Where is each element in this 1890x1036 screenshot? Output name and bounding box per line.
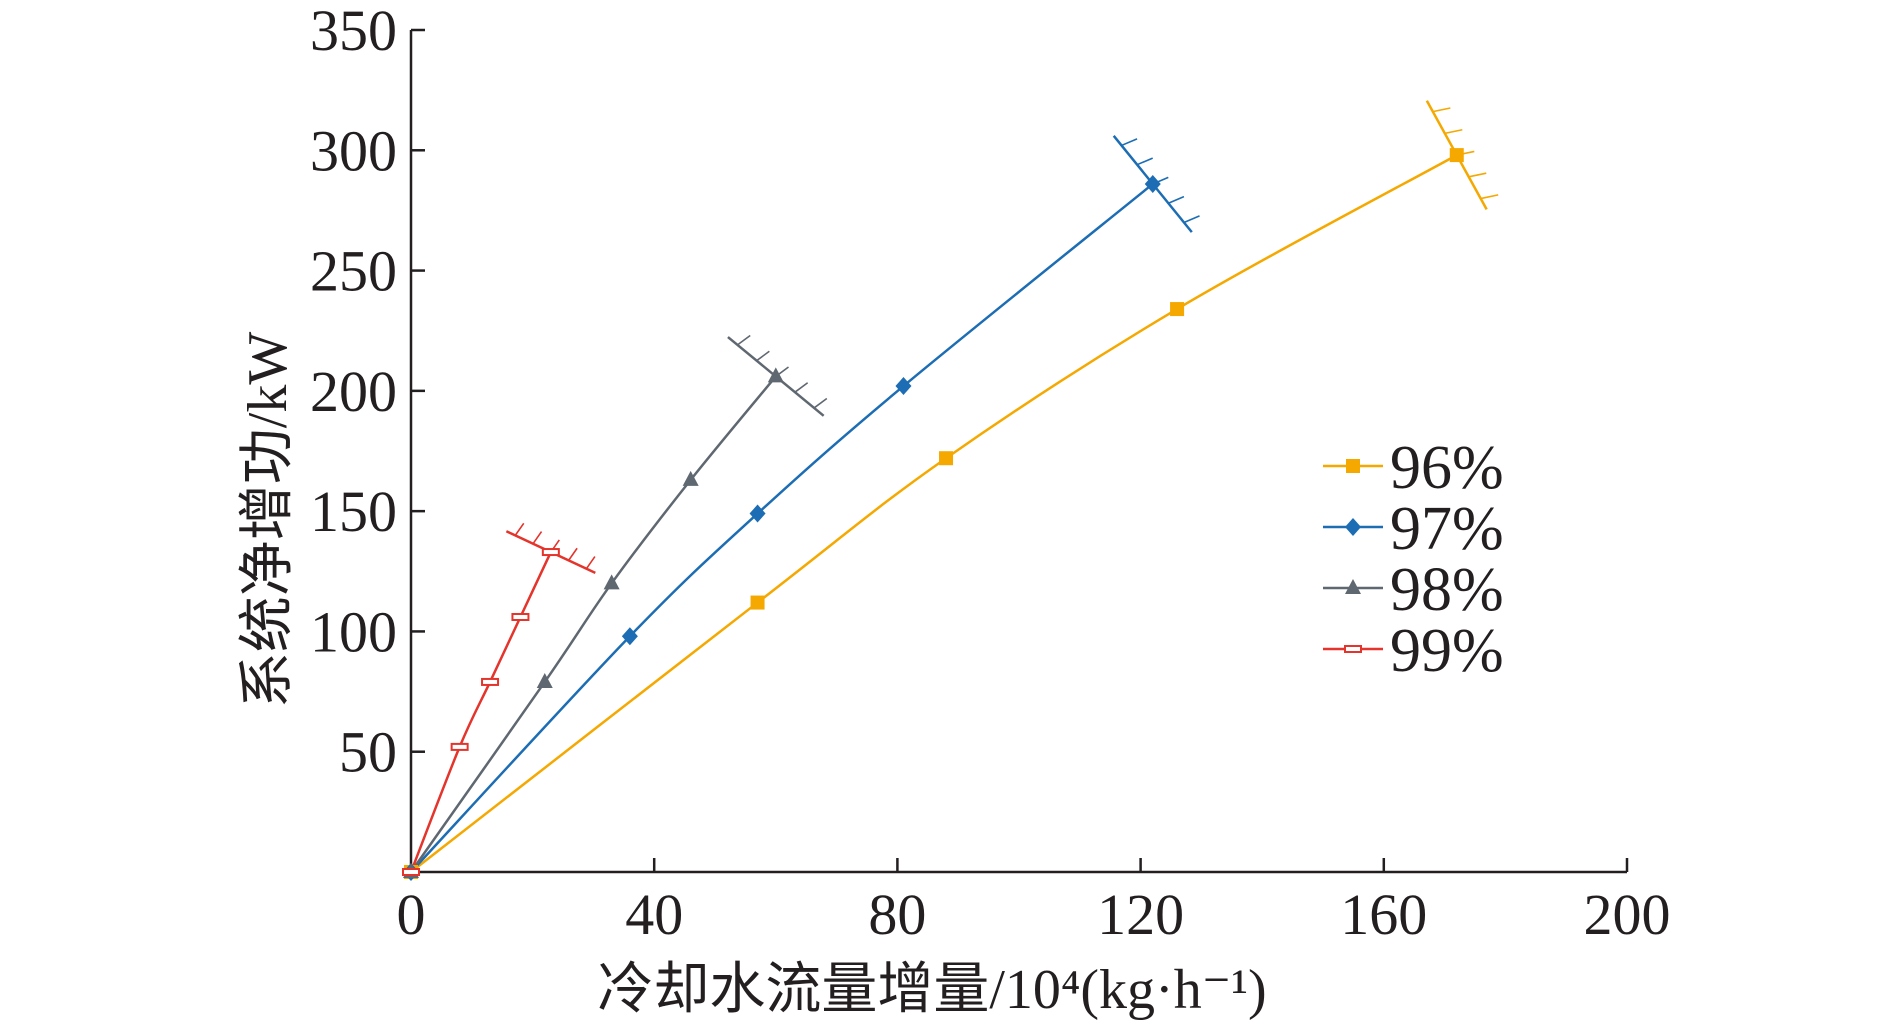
data-point	[895, 377, 912, 396]
y-axis-title: 系统净增功/kW	[237, 332, 299, 709]
series-line	[410, 154, 1458, 873]
data-point	[402, 868, 420, 876]
y-tick-label: 350	[310, 0, 397, 63]
data-point	[939, 451, 954, 466]
data-point	[1345, 518, 1361, 536]
x-tick-label: 200	[1584, 882, 1671, 947]
axes: 0 40 80 120 160 200 50 100 150 200 250 300 350	[310, 0, 1671, 947]
x-tick-label: 120	[1097, 882, 1184, 947]
data-point	[749, 504, 766, 523]
series-lines	[409, 154, 1458, 873]
data-point	[481, 677, 500, 686]
data-point	[682, 470, 699, 486]
data-point	[511, 612, 530, 621]
x-tick-label: 0	[397, 882, 426, 947]
legend-label: 98%	[1390, 556, 1504, 624]
y-tick-label: 150	[310, 479, 397, 544]
legend-item: 98%	[1323, 556, 1504, 624]
legend-item: 97%	[1323, 495, 1504, 563]
data-point	[541, 548, 560, 557]
x-tick-label: 160	[1340, 882, 1427, 947]
data-point	[1144, 174, 1161, 193]
series-line	[409, 375, 777, 873]
data-point	[1346, 459, 1360, 473]
legend-item: 96%	[1323, 434, 1504, 502]
data-point	[603, 574, 620, 590]
y-tick-label: 100	[310, 599, 397, 664]
series-line	[409, 551, 552, 873]
legend-label: 96%	[1390, 434, 1504, 502]
x-tick-label: 40	[625, 882, 683, 947]
data-point	[767, 367, 784, 383]
x-axis-title: 冷却水流量增量/10⁴(kg·h⁻¹)	[597, 959, 1266, 1021]
data-point	[536, 672, 553, 688]
data-point	[750, 595, 765, 610]
y-tick-label: 300	[310, 118, 397, 183]
y-tick-label: 250	[310, 239, 397, 304]
series-markers	[402, 148, 1464, 881]
data-point	[1344, 645, 1362, 653]
x-tick-label: 80	[868, 882, 926, 947]
data-point	[1170, 302, 1185, 317]
data-point	[1449, 148, 1464, 163]
y-tick-label: 200	[310, 359, 397, 424]
limit-hatch-marks	[505, 100, 1499, 574]
legend-label: 97%	[1390, 495, 1504, 563]
data-point	[621, 627, 638, 646]
series-line	[410, 182, 1154, 873]
legend: 96%97%98%99%	[1323, 434, 1504, 685]
axis-labels: 冷却水流量增量/10⁴(kg·h⁻¹) 系统净增功/kW	[237, 332, 1267, 1021]
data-point	[1345, 579, 1361, 594]
legend-item: 99%	[1323, 617, 1504, 685]
legend-label: 99%	[1390, 617, 1504, 685]
y-tick-label: 50	[339, 720, 397, 785]
data-point	[450, 742, 469, 751]
